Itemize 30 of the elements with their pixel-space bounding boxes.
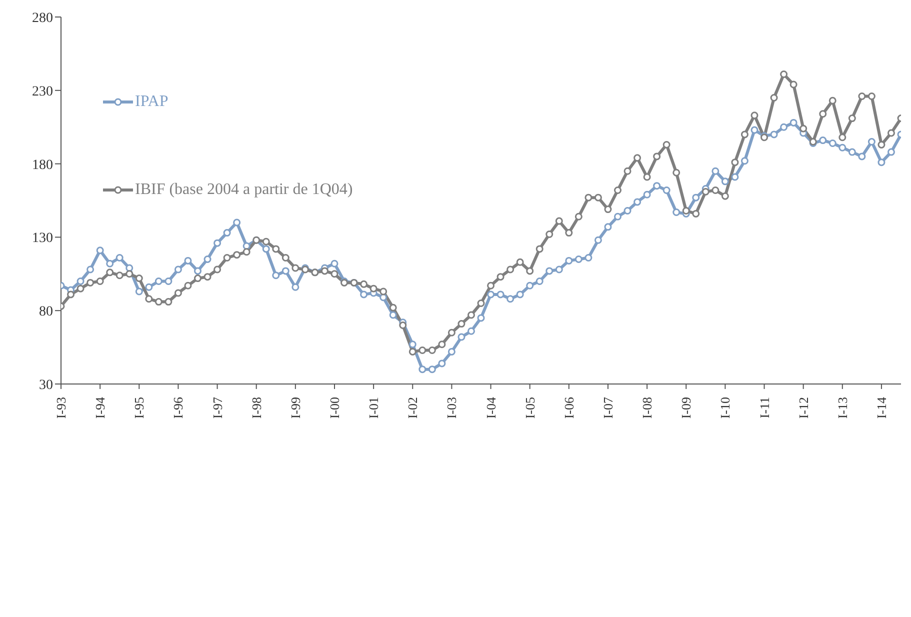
x-tick-label: I-03 [444, 397, 460, 419]
x-tick-label: I-13 [834, 397, 850, 419]
x-tick-label: I-94 [92, 396, 108, 419]
x-tick-label: I-01 [366, 397, 382, 419]
x-tick-label: I-00 [326, 397, 342, 419]
y-tick-label: 130 [32, 231, 53, 246]
x-tick-label: I-09 [678, 397, 694, 419]
y-tick-label: 30 [39, 378, 53, 393]
x-tick-label: I-96 [170, 396, 186, 419]
y-tick-label: 280 [32, 10, 53, 26]
x-tick-label: I-14 [874, 396, 889, 419]
x-tick-label: I-10 [718, 397, 733, 419]
x-tick-label: I-93 [54, 397, 68, 419]
x-tick-label: I-05 [522, 397, 538, 419]
x-tick-label: I-12 [796, 397, 811, 419]
x-tick-label: I-02 [405, 397, 420, 419]
x-tick-label: I-99 [288, 397, 303, 419]
x-tick-label: I-98 [248, 397, 264, 419]
x-tick-label: I-06 [561, 396, 576, 419]
x-tick-label: I-04 [483, 396, 498, 419]
legend-label: IBIF (base 2004 a partir de 1Q04) [135, 181, 353, 199]
y-tick-label: 180 [32, 158, 53, 173]
legend-label: IPAP [135, 93, 168, 111]
x-tick-label: I-07 [600, 396, 616, 419]
y-tick-label: 230 [32, 84, 53, 100]
y-tick-label: 80 [39, 304, 53, 320]
x-tick-label: I-08 [640, 397, 655, 419]
x-tick-label: I-97 [210, 396, 225, 419]
x-tick-label: I-95 [132, 397, 147, 419]
x-tick-label: I-11 [756, 397, 772, 418]
